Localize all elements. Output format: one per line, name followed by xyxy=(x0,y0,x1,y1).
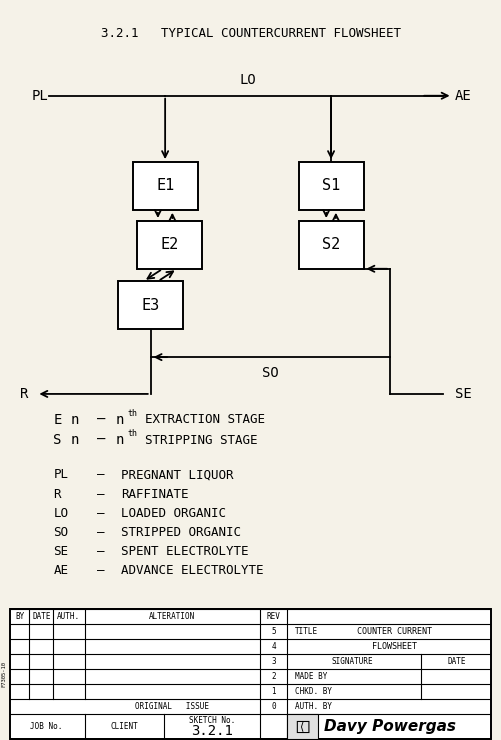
Text: SPENT ELECTROLYTE: SPENT ELECTROLYTE xyxy=(121,545,248,558)
Text: S: S xyxy=(53,434,62,447)
Text: ADVANCE ELECTROLYTE: ADVANCE ELECTROLYTE xyxy=(121,564,263,577)
Text: n: n xyxy=(71,434,79,447)
Text: –: – xyxy=(97,488,104,500)
Text: ◻: ◻ xyxy=(294,717,311,736)
Text: R: R xyxy=(53,488,61,500)
Text: SE: SE xyxy=(455,387,471,401)
Bar xyxy=(10,609,491,739)
Text: REV: REV xyxy=(267,612,281,621)
Text: SE: SE xyxy=(53,545,68,558)
Text: ORIGINAL   ISSUE: ORIGINAL ISSUE xyxy=(135,702,209,711)
Text: –: – xyxy=(97,434,105,447)
Text: 4: 4 xyxy=(271,642,276,651)
Text: EXTRACTION STAGE: EXTRACTION STAGE xyxy=(145,413,265,426)
Text: RAFFINATE: RAFFINATE xyxy=(121,488,188,500)
Text: AE: AE xyxy=(455,89,471,103)
Text: R: R xyxy=(20,387,28,401)
Text: ⟨: ⟨ xyxy=(300,722,305,731)
Bar xyxy=(133,162,197,210)
Text: STRIPPING STAGE: STRIPPING STAGE xyxy=(145,434,257,447)
Bar xyxy=(118,281,183,329)
Text: F7305-10: F7305-10 xyxy=(2,661,7,687)
Text: –: – xyxy=(97,507,104,519)
Text: DATE: DATE xyxy=(447,657,465,666)
Text: SIGNATURE: SIGNATURE xyxy=(332,657,373,666)
Text: –: – xyxy=(97,564,104,577)
Bar xyxy=(299,221,364,269)
Text: SO: SO xyxy=(262,366,279,380)
Text: S1: S1 xyxy=(322,178,340,193)
Text: JOB No.: JOB No. xyxy=(30,722,62,731)
Text: LOADED ORGANIC: LOADED ORGANIC xyxy=(121,507,225,519)
Text: n: n xyxy=(71,413,79,427)
Text: 5: 5 xyxy=(271,627,276,636)
Text: –: – xyxy=(97,468,104,482)
Text: 2: 2 xyxy=(271,672,276,681)
Bar xyxy=(299,162,364,210)
Text: S2: S2 xyxy=(322,238,340,252)
Text: th: th xyxy=(128,429,138,438)
Text: TITLE: TITLE xyxy=(295,627,318,636)
Text: DATE: DATE xyxy=(32,612,51,621)
Text: 3.2.1   TYPICAL COUNTERCURRENT FLOWSHEET: 3.2.1 TYPICAL COUNTERCURRENT FLOWSHEET xyxy=(101,27,400,40)
Text: PREGNANT LIQUOR: PREGNANT LIQUOR xyxy=(121,468,233,482)
Text: SKETCH No.: SKETCH No. xyxy=(189,716,235,725)
Text: CHKD. BY: CHKD. BY xyxy=(295,687,332,696)
Text: E3: E3 xyxy=(142,297,160,313)
Text: E: E xyxy=(53,413,62,427)
Text: E1: E1 xyxy=(156,178,174,193)
Text: E2: E2 xyxy=(161,238,179,252)
Text: n: n xyxy=(116,434,124,447)
Text: –: – xyxy=(97,413,105,427)
Text: 3: 3 xyxy=(271,657,276,666)
Text: BY: BY xyxy=(15,612,24,621)
Bar xyxy=(137,221,202,269)
Text: ALTERATION: ALTERATION xyxy=(149,612,195,621)
Text: 0: 0 xyxy=(271,702,276,711)
Text: n: n xyxy=(116,413,124,427)
Text: FLOWSHEET: FLOWSHEET xyxy=(372,642,417,651)
Text: PL: PL xyxy=(32,89,49,103)
Text: th: th xyxy=(128,408,138,417)
Text: LO: LO xyxy=(53,507,68,519)
Text: AUTH.: AUTH. xyxy=(57,612,80,621)
Text: CLIENT: CLIENT xyxy=(110,722,138,731)
Text: PL: PL xyxy=(53,468,68,482)
Text: 1: 1 xyxy=(271,687,276,696)
Text: AUTH. BY: AUTH. BY xyxy=(295,702,332,711)
Text: SO: SO xyxy=(53,526,68,539)
Text: 3.2.1: 3.2.1 xyxy=(191,724,233,738)
Text: MADE BY: MADE BY xyxy=(295,672,328,681)
Text: STRIPPED ORGANIC: STRIPPED ORGANIC xyxy=(121,526,240,539)
Text: AE: AE xyxy=(53,564,68,577)
Text: COUNTER CURRENT: COUNTER CURRENT xyxy=(357,627,432,636)
Bar xyxy=(287,714,318,739)
Text: –: – xyxy=(97,526,104,539)
Text: –: – xyxy=(97,545,104,558)
Text: Davy Powergas: Davy Powergas xyxy=(324,719,456,734)
Text: LO: LO xyxy=(239,73,257,87)
